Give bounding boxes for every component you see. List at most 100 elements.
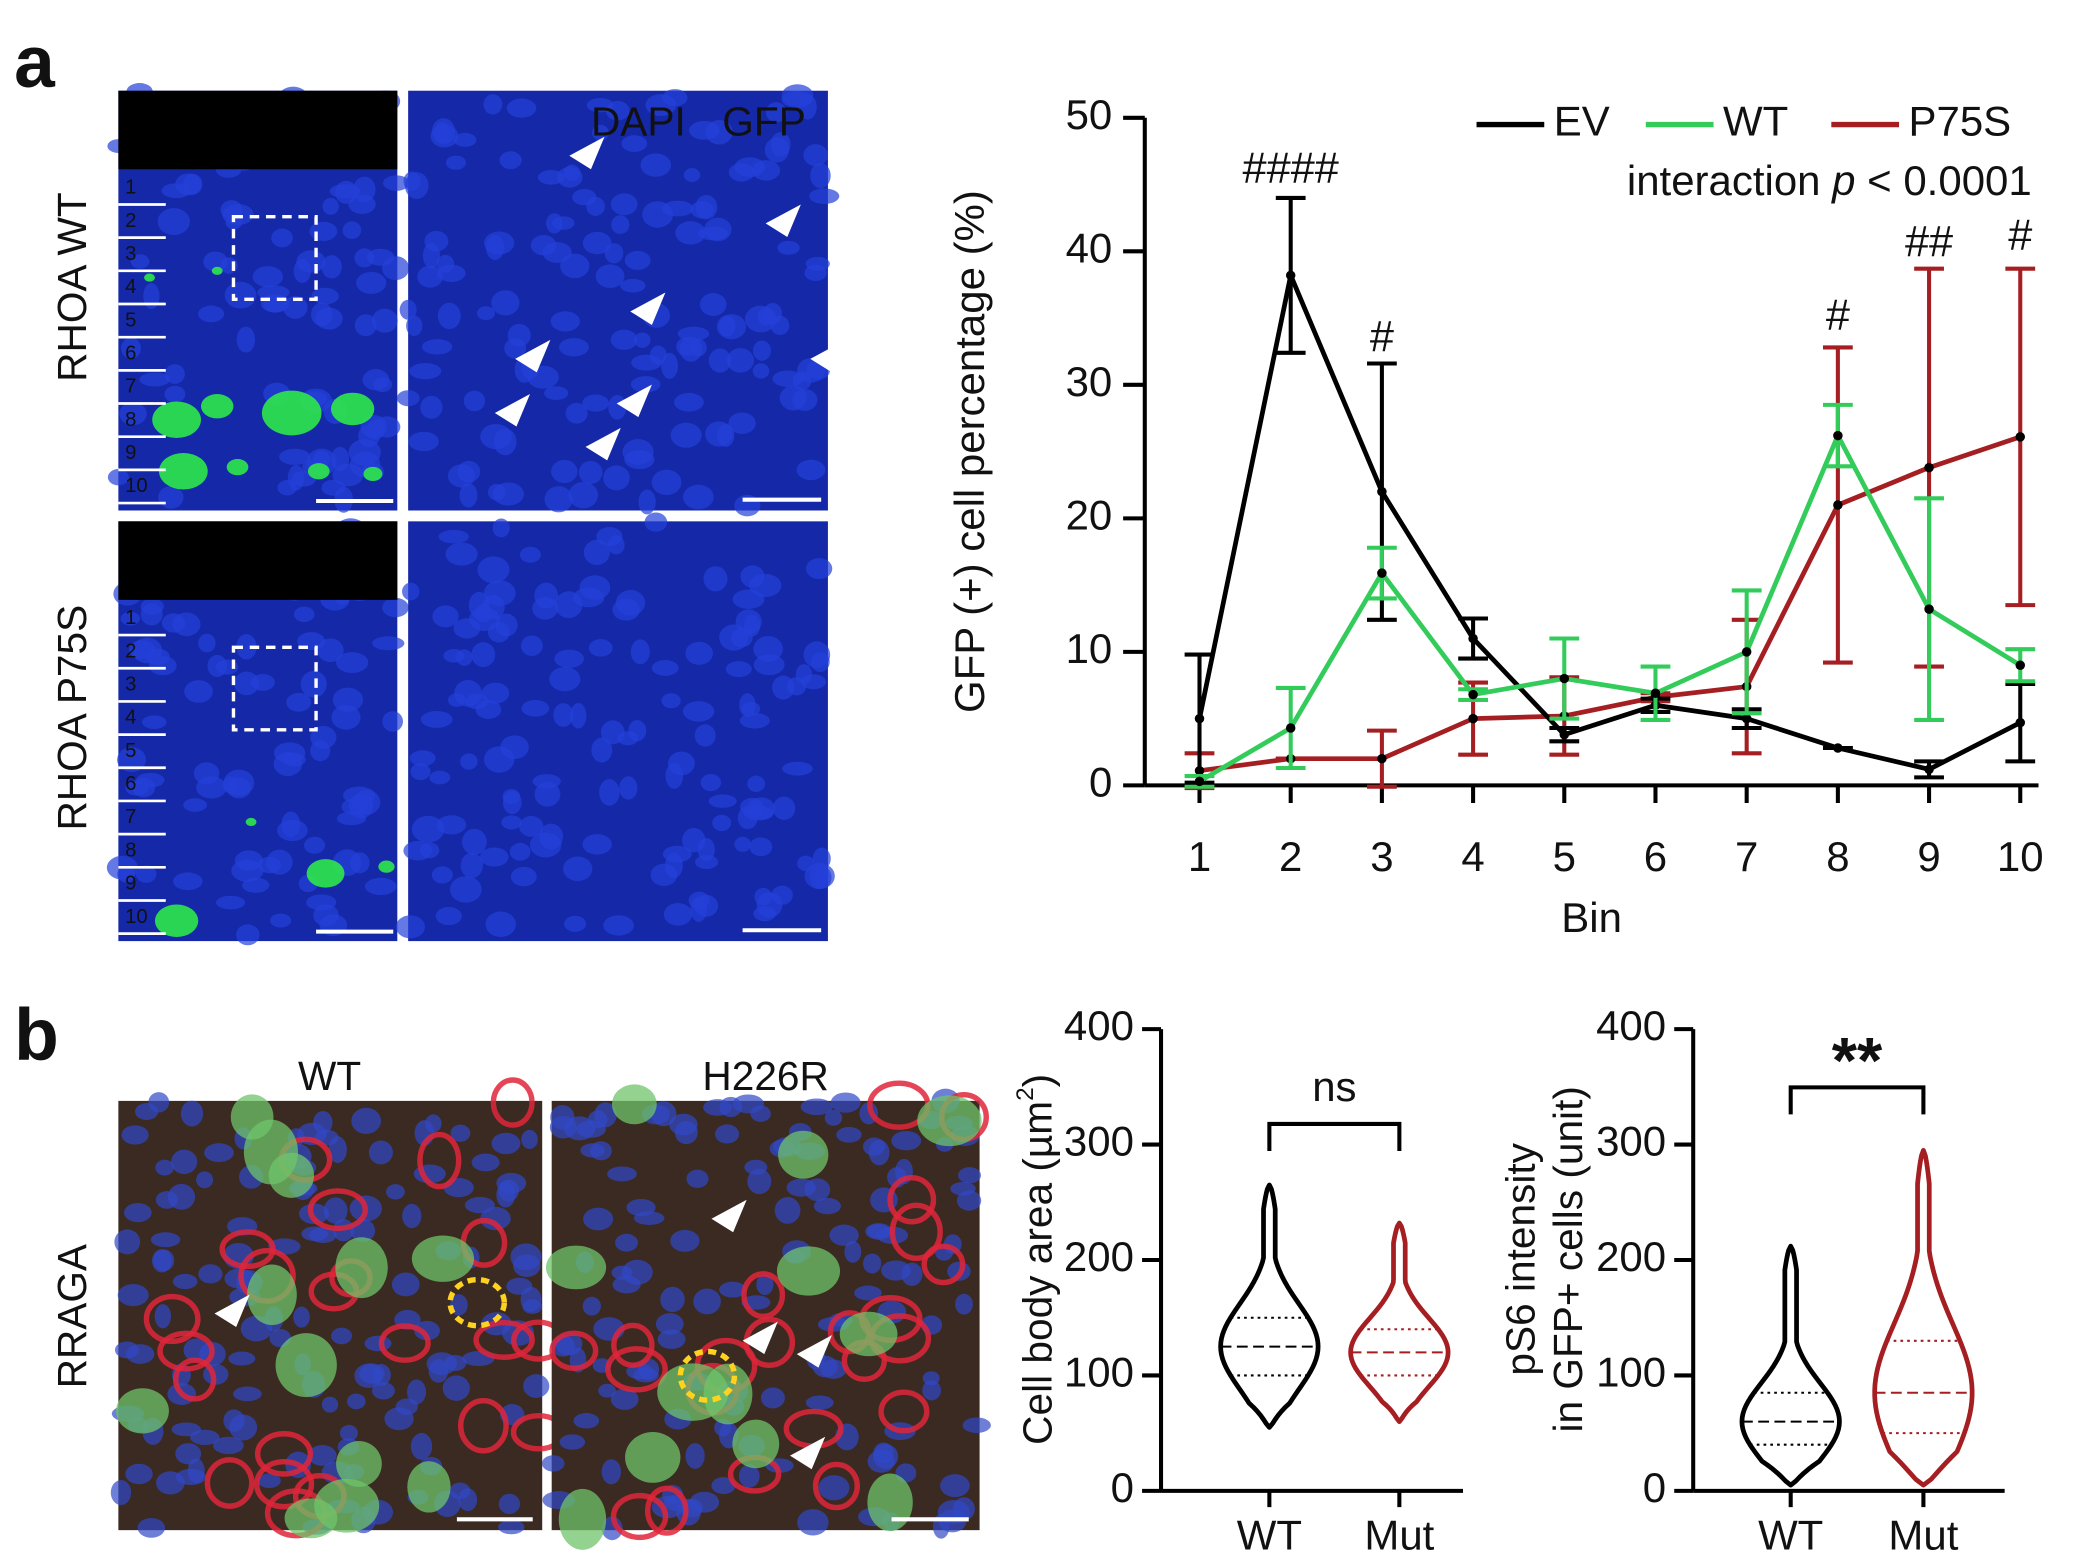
nucleus: [149, 656, 177, 676]
x-tick-label: WT: [1237, 1511, 1302, 1558]
nucleus: [171, 1149, 198, 1175]
nucleus: [800, 674, 827, 690]
cell-red: [878, 1389, 930, 1434]
cell-green: [558, 1488, 607, 1550]
cell-red: [887, 1174, 937, 1225]
gfp-signal: [158, 452, 208, 490]
nucleus: [612, 1275, 641, 1294]
nucleus: [196, 776, 227, 799]
nucleus: [339, 1424, 358, 1442]
panel-label: a: [14, 22, 56, 103]
nucleus: [572, 587, 605, 608]
nucleus: [125, 780, 149, 796]
note-part: p: [1830, 157, 1855, 204]
nucleus: [786, 1178, 816, 1197]
nucleus: [158, 486, 184, 509]
arrowhead: [630, 292, 666, 325]
bin-label: 8: [125, 409, 136, 431]
nucleus: [519, 815, 544, 837]
nucleus: [371, 308, 398, 333]
nucleus: [592, 124, 609, 141]
cell-red: [157, 1330, 215, 1372]
nucleus: [164, 385, 186, 403]
nucleus: [523, 1374, 550, 1398]
nucleus: [752, 340, 771, 361]
nucleus: [553, 703, 574, 727]
cell-red: [611, 1322, 655, 1368]
nucleus: [465, 693, 489, 710]
arrowhead: [616, 384, 652, 418]
nucleus: [142, 715, 167, 730]
violin-body: [1218, 1182, 1321, 1430]
nucleus: [594, 1102, 617, 1128]
nucleus: [384, 1407, 414, 1431]
nucleus: [532, 774, 561, 789]
gfp-signal: [211, 266, 223, 275]
nucleus: [557, 166, 583, 188]
nucleus: [332, 463, 364, 487]
x-tick-label: Mut: [1888, 1511, 1958, 1558]
nucleus: [563, 856, 593, 882]
point: [1468, 713, 1478, 724]
nucleus: [356, 271, 387, 294]
nucleus: [421, 339, 453, 355]
nucleus: [406, 315, 423, 337]
nucleus: [332, 687, 364, 712]
cell-green: [116, 1388, 169, 1434]
inset-box: [231, 645, 318, 732]
note-part: interaction: [1627, 157, 1832, 204]
cell-red: [143, 1293, 201, 1345]
nucleus: [621, 135, 648, 152]
nucleus: [764, 137, 790, 163]
nucleus: [685, 1443, 705, 1469]
nucleus: [813, 1197, 842, 1215]
nucleus: [719, 1281, 747, 1298]
nucleus: [601, 1459, 621, 1485]
nucleus: [252, 266, 284, 288]
nucleus: [183, 798, 208, 812]
nucleus: [743, 806, 774, 821]
nucleus: [603, 465, 630, 491]
nucleus: [615, 1233, 638, 1252]
nucleus: [373, 376, 393, 393]
nucleus: [382, 256, 410, 281]
annotation: ##: [1905, 218, 1953, 266]
nucleus: [610, 193, 638, 216]
nucleus: [805, 558, 833, 580]
nucleus: [565, 402, 588, 424]
nucleus: [820, 1359, 847, 1379]
nucleus: [271, 228, 293, 248]
nucleus: [143, 283, 160, 310]
nucleus: [403, 840, 433, 861]
cell-green: [867, 1473, 913, 1532]
point: [1833, 500, 1843, 510]
nucleus: [402, 1203, 422, 1229]
nucleus: [549, 667, 581, 692]
y-tick-label: 50: [1066, 91, 1113, 138]
cell-red: [605, 1346, 668, 1393]
nucleus: [824, 1109, 843, 1126]
nucleus: [323, 1197, 348, 1224]
nucleus: [546, 213, 563, 234]
nucleus: [734, 157, 766, 177]
x-tick-label: WT: [1758, 1511, 1823, 1558]
nucleus: [498, 1493, 521, 1514]
violin-body: [1348, 1220, 1451, 1424]
tissue-top: [118, 521, 398, 600]
cell-red: [921, 1243, 966, 1286]
nucleus: [348, 194, 376, 215]
nucleus: [662, 845, 692, 863]
violin-body: [1872, 1147, 1975, 1488]
nucleus: [699, 292, 727, 317]
cell-red: [219, 1229, 276, 1270]
nucleus: [777, 240, 800, 255]
nucleus: [453, 132, 477, 147]
nucleus: [283, 295, 308, 319]
bin-label: 6: [125, 342, 136, 364]
nucleus: [862, 1137, 886, 1156]
significance-bracket: [1788, 1085, 1926, 1115]
nucleus: [321, 255, 342, 279]
y-tick-label: 300: [1596, 1118, 1666, 1165]
x-tick-label: 2: [1279, 833, 1302, 880]
